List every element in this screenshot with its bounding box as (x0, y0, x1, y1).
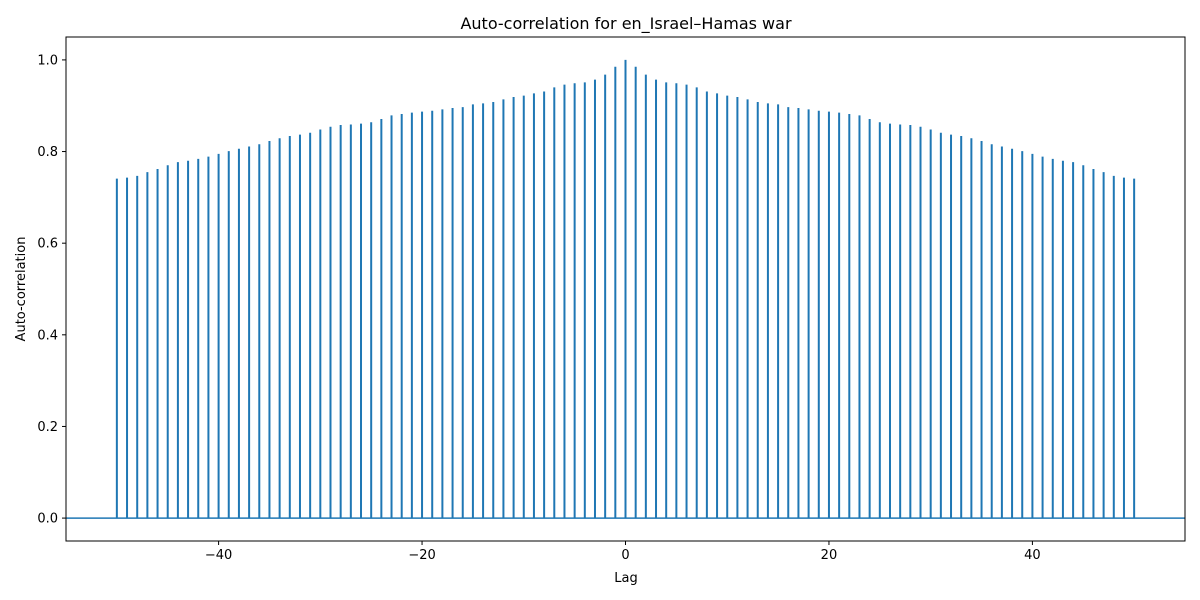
y-tick-label: 1.0 (37, 53, 58, 68)
y-tick-label: 0.4 (37, 328, 58, 343)
x-tick-label: 20 (821, 548, 838, 563)
x-tick-label: −20 (408, 548, 435, 563)
x-tick-label: 40 (1024, 548, 1041, 563)
y-tick-label: 0.8 (37, 145, 58, 160)
y-axis-ticks: 0.0 0.2 0.4 0.6 0.8 1.0 (37, 53, 66, 527)
y-axis-label: Auto-correlation (14, 237, 29, 342)
plot-frame (65, 36, 1186, 542)
y-tick-label: 0.6 (37, 237, 58, 252)
y-tick-label: 0.2 (37, 420, 58, 435)
x-tick-label: −40 (205, 548, 232, 563)
chart-title: Auto-correlation for en_Israel–Hamas war (460, 14, 791, 34)
x-axis-label: Lag (614, 571, 637, 586)
stems-group (115, 59, 1136, 519)
x-axis-ticks: −40 −20 0 20 40 (205, 541, 1041, 563)
y-tick-label: 0.0 (37, 512, 58, 527)
x-tick-label: 0 (621, 548, 629, 563)
